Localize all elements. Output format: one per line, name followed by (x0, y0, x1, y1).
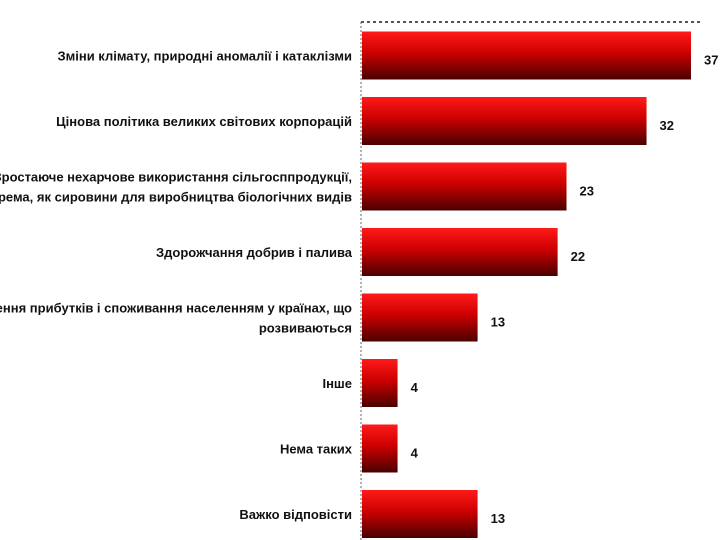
top-border-dash (667, 21, 670, 23)
value-label-1: 32 (660, 118, 674, 133)
top-border-dash (565, 21, 568, 23)
top-border-dash (475, 21, 478, 23)
top-border-dash (373, 21, 376, 23)
top-border-dash (379, 21, 382, 23)
top-border-dash (469, 21, 472, 23)
category-label-4-line-1: розвиваються (259, 321, 352, 336)
top-border-dash (619, 21, 622, 23)
top-border-dash (529, 21, 532, 23)
top-border-dash (589, 21, 592, 23)
top-border-dash (649, 21, 652, 23)
category-label-5-line-0: Інше (322, 376, 352, 391)
value-label-0: 37 (704, 53, 718, 68)
bars-group (362, 31, 691, 538)
top-border-dash (403, 21, 406, 23)
top-border-dash (511, 21, 514, 23)
category-label-4-line-0: збільшення прибутків і споживання населе… (0, 301, 352, 316)
top-border-dash (361, 21, 364, 23)
top-border-dash (631, 21, 634, 23)
top-border-dash (691, 21, 694, 23)
bar-6 (362, 424, 398, 473)
category-label-7-line-0: Важко відповісти (239, 507, 352, 522)
top-border-dash (577, 21, 580, 23)
top-border-dash (517, 21, 520, 23)
top-border-dash (637, 21, 640, 23)
top-border-dash (661, 21, 664, 23)
value-label-3: 22 (571, 249, 585, 264)
top-border-dash (643, 21, 646, 23)
top-border-dash (601, 21, 604, 23)
value-label-4: 13 (491, 315, 505, 330)
top-border-dash (685, 21, 688, 23)
bar-2 (362, 162, 567, 211)
category-label-2-line-1: зокрема, як сировини для виробництва біо… (0, 190, 352, 205)
top-border-dash (439, 21, 442, 23)
category-label-3-line-0: Здорожчання добрив і палива (156, 245, 353, 260)
top-border-dash (421, 21, 424, 23)
value-label-5: 4 (411, 380, 419, 395)
top-border-dash (697, 21, 700, 23)
top-border-dash (655, 21, 658, 23)
top-border-dash (673, 21, 676, 23)
bar-3 (362, 228, 558, 276)
value-label-6: 4 (411, 446, 419, 461)
top-border-dash (367, 21, 370, 23)
top-border-dash (607, 21, 610, 23)
top-border-dash (535, 21, 538, 23)
value-label-7: 13 (491, 511, 505, 526)
category-labels-group: Зміни клімату, природні аномалії і катак… (0, 49, 353, 523)
category-label-2-line-0: Зростаюче нехарчове використання сільгос… (0, 170, 352, 185)
top-border-dash (445, 21, 448, 23)
top-border-dash (499, 21, 502, 23)
top-border-dash (463, 21, 466, 23)
top-border-dash (487, 21, 490, 23)
top-border-dash (433, 21, 436, 23)
bar-4 (362, 293, 478, 342)
top-border-dash (571, 21, 574, 23)
top-border-dash (559, 21, 562, 23)
top-border-dash (409, 21, 412, 23)
top-border-dash (451, 21, 454, 23)
top-border-dash (391, 21, 394, 23)
category-label-1-line-0: Цінова політика великих світових корпора… (56, 114, 352, 129)
top-border-dash (613, 21, 616, 23)
top-border-dash (397, 21, 400, 23)
top-border-dash (595, 21, 598, 23)
top-border-dash (679, 21, 682, 23)
top-border-dash (523, 21, 526, 23)
top-border-dash (415, 21, 418, 23)
category-label-0-line-0: Зміни клімату, природні аномалії і катак… (57, 49, 352, 64)
top-border-dash (385, 21, 388, 23)
top-border-dash (457, 21, 460, 23)
top-border-dash (481, 21, 484, 23)
bar-0 (362, 31, 691, 80)
top-border-dash (505, 21, 508, 23)
top-border-dash (583, 21, 586, 23)
bar-5 (362, 359, 398, 407)
top-border-dash (553, 21, 556, 23)
value-label-2: 23 (580, 184, 594, 199)
top-border-dash (625, 21, 628, 23)
bar-7 (362, 490, 478, 538)
top-border-dash (547, 21, 550, 23)
category-label-6-line-0: Нема таких (280, 442, 353, 457)
top-border-dash (427, 21, 430, 23)
value-labels-group: 37 32 23 22 13 4 4 13 (411, 53, 719, 527)
bar-1 (362, 97, 647, 145)
top-border-dash (541, 21, 544, 23)
top-border-dash (493, 21, 496, 23)
top-dashed-border (361, 21, 700, 23)
